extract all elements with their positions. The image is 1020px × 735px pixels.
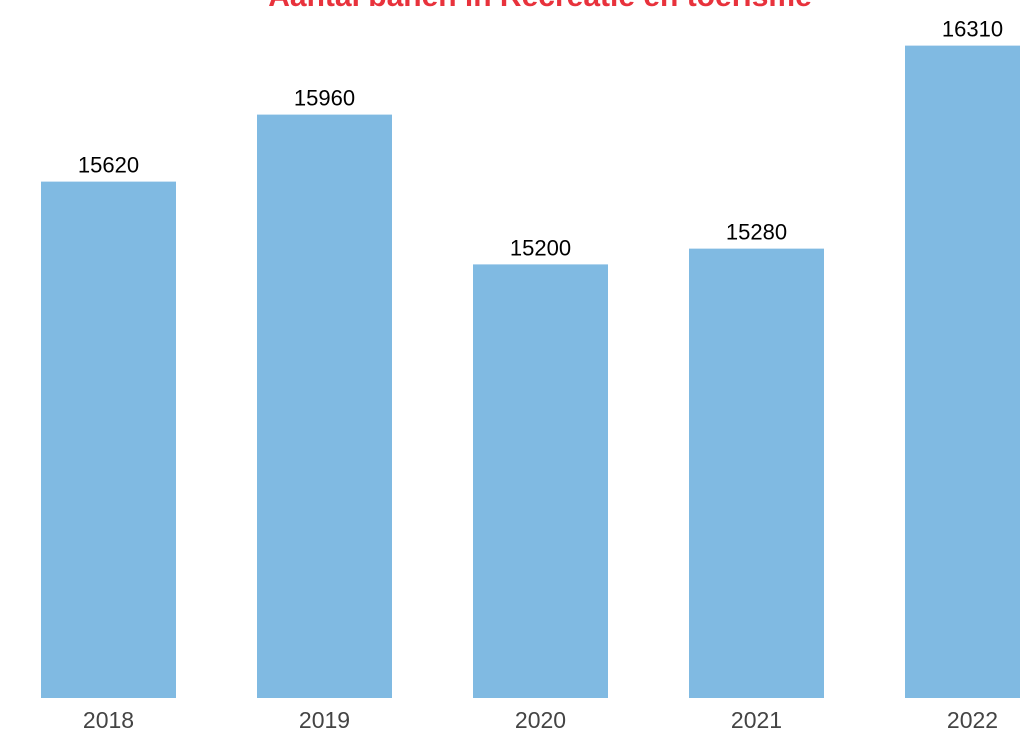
bar-2022 [905, 45, 1020, 699]
bar-2021 [689, 248, 824, 698]
x-tick-label-2022: 2022 [947, 707, 998, 730]
data-label-2021: 15280 [726, 220, 787, 245]
bars-layer [41, 45, 1020, 699]
chart-title: Aantal banen in Recreatie en toerisme [268, 0, 812, 13]
data-label-2020: 15200 [510, 235, 571, 260]
bar-2018 [41, 181, 176, 698]
x-tick-label-2020: 2020 [515, 707, 566, 730]
data-label-2018: 15620 [78, 153, 139, 178]
bar-2019 [257, 114, 392, 698]
data-label-2019: 15960 [294, 86, 355, 111]
bar-2020 [473, 264, 608, 698]
x-axis-tick-labels: 2018 2019 2020 2021 2022 [83, 707, 998, 733]
data-label-2022: 16310 [942, 17, 1003, 42]
x-tick-label-2018: 2018 [83, 707, 134, 730]
x-tick-label-2021: 2021 [731, 707, 782, 730]
data-labels-layer: 15620 15960 15200 15280 16310 [78, 17, 1003, 261]
x-tick-label-2019: 2019 [299, 707, 350, 730]
